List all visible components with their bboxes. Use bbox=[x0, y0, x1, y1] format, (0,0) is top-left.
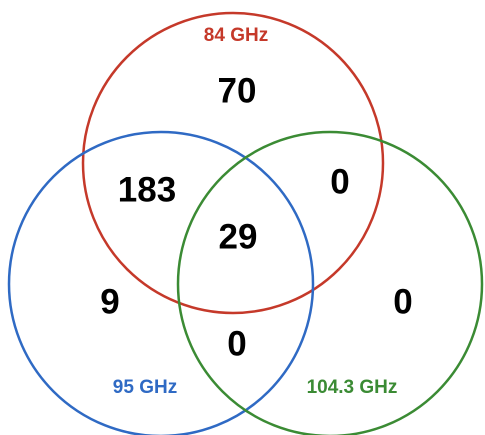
region-value: 183 bbox=[118, 170, 176, 209]
set-circle bbox=[7, 130, 315, 435]
region-value: 9 bbox=[100, 282, 119, 321]
region-value: 0 bbox=[330, 162, 349, 201]
region-value: 0 bbox=[227, 324, 246, 363]
set-label: 95 GHz bbox=[113, 377, 177, 398]
region-value: 70 bbox=[218, 71, 257, 110]
set-label: 104.3 GHz bbox=[307, 377, 398, 398]
region-value: 0 bbox=[393, 282, 412, 321]
region-value: 29 bbox=[219, 217, 258, 256]
set-circle bbox=[81, 11, 385, 315]
set-label: 84 GHz bbox=[204, 25, 268, 46]
set-circle bbox=[176, 130, 484, 435]
